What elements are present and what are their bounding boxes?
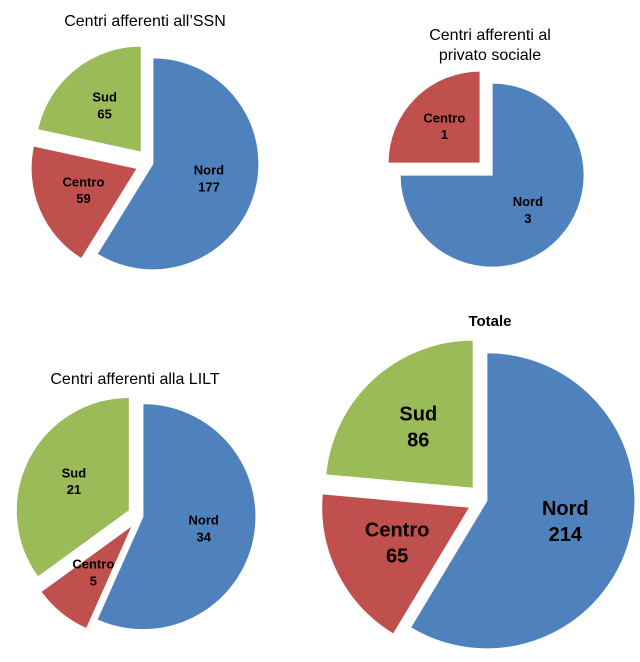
pie-slice [387, 70, 481, 164]
slice-value: 214 [549, 524, 583, 546]
slice-value: 86 [407, 429, 429, 451]
slice-label: Centro [365, 519, 429, 541]
slice-value: 65 [97, 107, 111, 122]
slice-label: Sud [92, 90, 117, 105]
pie-slice [30, 145, 138, 260]
slice-value: 21 [67, 482, 81, 497]
slice-value: 59 [76, 191, 90, 206]
pie-slice [15, 397, 130, 578]
slice-label: Nord [189, 513, 219, 528]
slice-label: Nord [513, 194, 543, 209]
pie-slice [96, 57, 260, 271]
slice-label: Nord [542, 498, 589, 520]
pie-slice [96, 403, 257, 631]
slice-label: Nord [194, 163, 224, 178]
slice-label: Centro [423, 110, 465, 125]
chart-title: Centri afferenti al privato sociale [429, 27, 551, 64]
pie-slice [399, 82, 585, 268]
chart-title: Totale [468, 313, 512, 330]
pie-slice [37, 45, 142, 153]
pie-slice [321, 493, 471, 635]
slice-label: Centro [72, 557, 114, 572]
chart-title: Centri afferenti all’SSN [64, 13, 226, 30]
pie-slice [40, 523, 134, 630]
slice-label: Sud [399, 403, 437, 425]
slice-value: 34 [196, 529, 211, 544]
slice-value: 1 [441, 127, 448, 142]
slice-value: 5 [90, 574, 97, 589]
slice-value: 177 [198, 180, 220, 195]
slice-label: Sud [62, 465, 87, 480]
pie-slice [325, 339, 474, 489]
chart-title: Centri afferenti alla LILT [50, 371, 220, 388]
pie-slice [409, 352, 636, 650]
slice-label: Centro [63, 174, 105, 189]
slice-value: 65 [386, 545, 408, 567]
slice-value: 3 [524, 211, 531, 226]
